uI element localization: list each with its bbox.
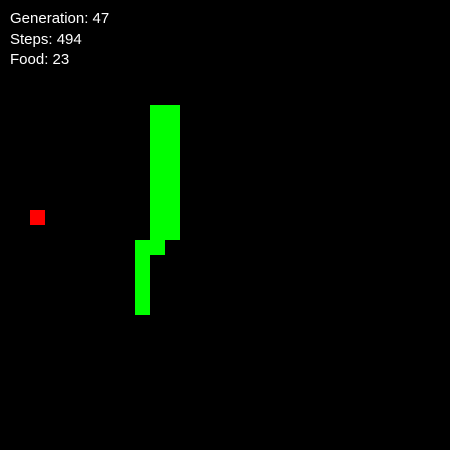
snake-segment bbox=[165, 120, 180, 135]
snake-segment bbox=[150, 195, 165, 210]
snake-segment bbox=[165, 105, 180, 120]
snake-segment bbox=[150, 165, 165, 180]
snake-segment bbox=[150, 150, 165, 165]
snake-segment bbox=[165, 195, 180, 210]
snake-segment bbox=[135, 255, 150, 270]
snake-segment bbox=[150, 240, 165, 255]
snake-segment bbox=[135, 240, 150, 255]
generation-label: Generation: 47 bbox=[10, 10, 110, 27]
snake-segment bbox=[150, 180, 165, 195]
snake-segment bbox=[135, 270, 150, 285]
snake-segment bbox=[150, 120, 165, 135]
snake-segment bbox=[150, 135, 165, 150]
snake-segment bbox=[165, 165, 180, 180]
food-count-label: Food: 23 bbox=[10, 51, 70, 68]
food-item bbox=[30, 210, 45, 225]
snake-segment bbox=[150, 105, 165, 120]
snake-segment bbox=[135, 300, 150, 315]
snake-segment bbox=[165, 135, 180, 150]
snake-segment bbox=[165, 210, 180, 225]
snake-segment bbox=[135, 285, 150, 300]
snake-segment bbox=[165, 180, 180, 195]
snake-segment bbox=[165, 225, 180, 240]
snake-segment bbox=[150, 210, 165, 225]
snake-segment bbox=[150, 225, 165, 240]
steps-label: Steps: 494 bbox=[10, 31, 82, 48]
snake-segment bbox=[165, 150, 180, 165]
